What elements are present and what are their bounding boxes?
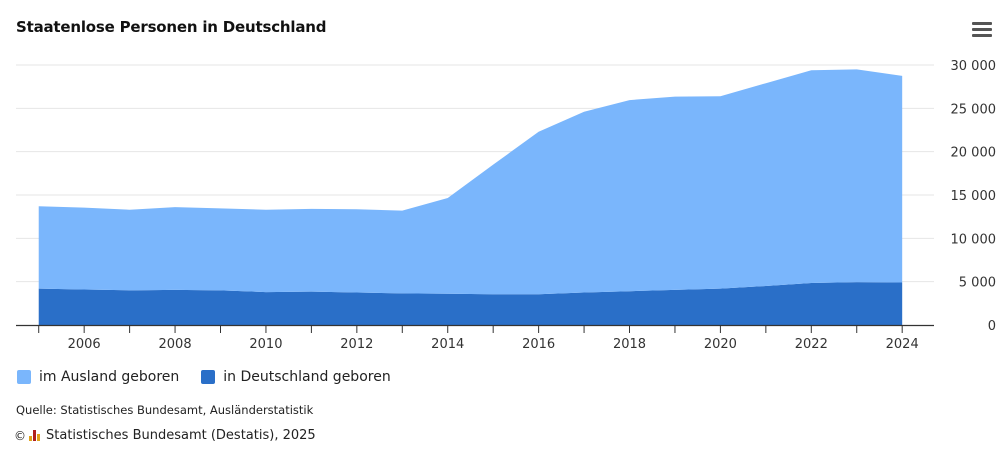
area-series [38,69,903,325]
legend-item-ausland[interactable]: im Ausland geboren [17,369,179,385]
y-tick-label: 10 000 [951,232,997,247]
y-tick-label: 20 000 [951,146,997,161]
x-tick-label: 2014 [431,337,464,352]
x-tick-label: 2016 [522,337,555,352]
y-tick-label: 15 000 [951,189,997,204]
x-tick-label: 2008 [159,337,192,352]
y-axis-labels: 0 5 000 10 000 15 000 20 000 25 000 30 000 [951,59,997,334]
x-tick-label: 2020 [704,337,737,352]
y-tick-label: 25 000 [951,102,997,117]
y-tick-label: 0 [988,319,996,334]
area-im-ausland-geboren [38,69,903,295]
y-tick-label: 5 000 [959,276,996,291]
menu-bar [972,34,992,37]
hamburger-menu-icon[interactable] [972,22,992,38]
legend-label-ausland: im Ausland geboren [39,369,180,385]
x-tick-label: 2012 [340,337,373,352]
x-tick-label: 2022 [795,337,828,352]
legend-item-deutschland[interactable]: in Deutschland geboren [201,369,391,385]
chart-title: Staatenlose Personen in Deutschland [16,18,327,36]
legend-label-deutschland: in Deutschland geboren [223,369,391,385]
menu-bar [972,22,992,25]
destatis-logo-icon [29,430,41,441]
x-tick-label: 2018 [613,337,646,352]
y-tick-label: 30 000 [951,59,997,74]
x-axis-labels: 2006 2008 2010 2012 2014 2016 2018 2020 2022 2024 [68,337,919,352]
x-tick-label: 2024 [886,337,919,352]
credit-text[interactable]: Statistisches Bundesamt (Destatis), 2025 [46,428,316,443]
x-tick-label: 2006 [68,337,101,352]
x-tick-label: 2010 [249,337,282,352]
legend: im Ausland geboren in Deutschland gebore… [17,369,413,385]
menu-bar [972,28,992,31]
legend-swatch-deutschland [201,370,216,384]
x-axis [16,324,934,333]
area-in-deutschland-geboren [38,282,903,325]
credit-line: © Statistisches Bundesamt (Destatis), 20… [14,428,316,443]
legend-swatch-ausland [17,370,31,384]
source-note: Quelle: Statistisches Bundesamt, Ausländ… [16,403,314,417]
copyright-symbol: © [14,428,26,443]
